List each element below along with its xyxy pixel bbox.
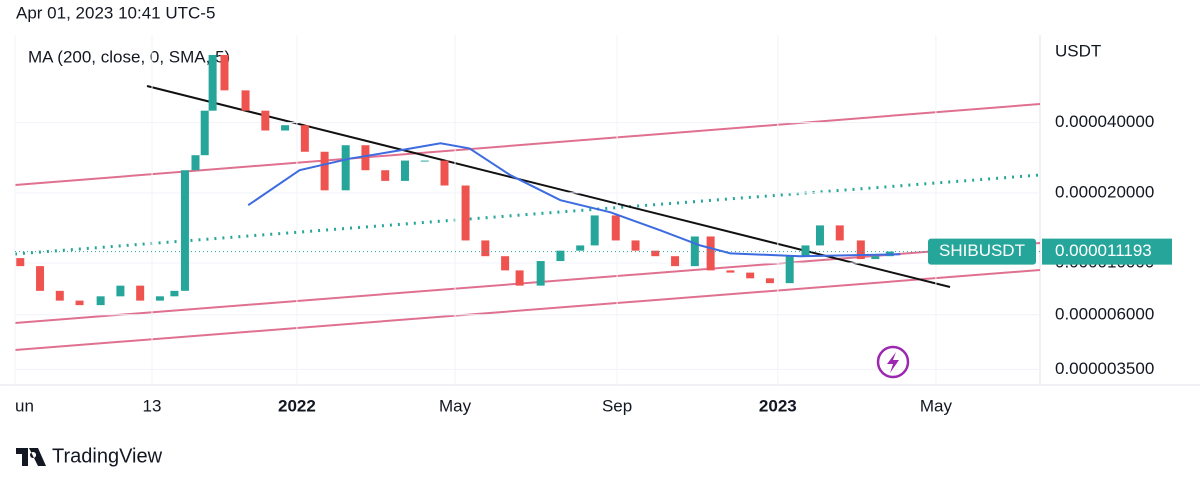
- candle: [440, 160, 449, 186]
- candle: [281, 125, 290, 131]
- candle: [746, 272, 755, 279]
- x-tick-label: May: [920, 396, 953, 415]
- candle: [690, 236, 699, 267]
- candle: [116, 285, 125, 297]
- candle: [835, 225, 844, 241]
- candle: [96, 296, 105, 306]
- candle: [381, 170, 390, 181]
- candle: [208, 54, 217, 111]
- symbol-box: [928, 238, 1036, 265]
- candle: [200, 110, 209, 156]
- candle: [536, 261, 545, 286]
- currency: USDT: [1055, 41, 1101, 60]
- icon[interactable]: [876, 345, 910, 379]
- candle: [576, 245, 585, 251]
- candle: [801, 245, 810, 257]
- y-tick-label: 0.000020000: [1055, 182, 1154, 201]
- candle: [16, 258, 25, 267]
- price-box: [1042, 238, 1172, 265]
- ma-line: [247, 142, 901, 258]
- candle: [481, 240, 490, 257]
- candle: [871, 256, 880, 260]
- y-tick-label: 0.000040000: [1055, 112, 1154, 131]
- candle: [155, 296, 164, 301]
- candle: [191, 155, 200, 171]
- candle: [461, 185, 470, 241]
- channel-line: [14, 269, 1041, 351]
- indicator-label: MA (200, close, 0, SMA, 5): [28, 47, 230, 66]
- candle: [75, 300, 84, 306]
- candle: [420, 160, 429, 162]
- candle: [856, 240, 865, 260]
- candle: [726, 270, 735, 273]
- candle: [36, 266, 45, 291]
- x-tick-label: May: [439, 396, 472, 415]
- candle: [815, 225, 824, 246]
- candle: [671, 256, 680, 267]
- y-tick-label: 0.000006000: [1055, 304, 1154, 323]
- candle: [590, 215, 599, 246]
- y-tick-label: 0.000003500: [1055, 359, 1154, 378]
- candle: [300, 125, 309, 152]
- candle: [180, 170, 189, 291]
- candle: [765, 278, 774, 284]
- x-tick-label: Sep: [602, 396, 632, 415]
- candle: [651, 250, 660, 257]
- timestamp: Apr 01, 2023 10:41 UTC-5: [16, 3, 215, 22]
- candle: [400, 160, 409, 181]
- channel-line: [14, 242, 1041, 324]
- channel-line: [14, 103, 1041, 186]
- candle: [631, 240, 640, 251]
- price-label: 0.000011193: [1055, 241, 1152, 260]
- symbol-label: SHIBUSDT: [939, 241, 1025, 260]
- candle: [220, 54, 229, 91]
- candle: [501, 256, 510, 271]
- candle: [261, 110, 270, 131]
- candle: [320, 151, 329, 191]
- candle: [341, 145, 350, 191]
- logo: [16, 448, 46, 466]
- candle: [55, 290, 64, 301]
- trend-line: [146, 85, 951, 288]
- mid-line: [14, 173, 1041, 256]
- x-tick-label: 2023: [759, 396, 797, 415]
- candle: [170, 290, 179, 297]
- x-tick-label: un: [15, 396, 34, 415]
- icon: [887, 352, 899, 373]
- candle: [785, 256, 794, 284]
- candle: [706, 236, 715, 271]
- candle: [361, 145, 370, 171]
- candle: [515, 270, 524, 286]
- x-tick-label: 2022: [278, 396, 316, 415]
- candle: [241, 90, 250, 111]
- candle: [556, 250, 565, 262]
- brand: TradingView: [52, 445, 163, 467]
- candle: [136, 285, 145, 301]
- candle: [611, 215, 620, 241]
- x-tick-label: 13: [143, 396, 162, 415]
